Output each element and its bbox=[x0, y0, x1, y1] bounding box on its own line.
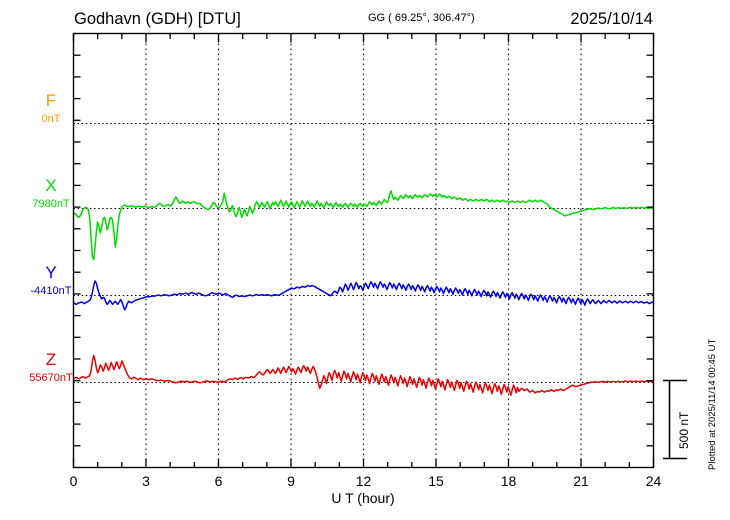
component-letter-x: X bbox=[45, 176, 56, 195]
scale-bar-label: 500 nT bbox=[677, 411, 691, 449]
trace-z bbox=[72, 354, 655, 397]
plot-frame bbox=[72, 32, 655, 469]
geographic-coordinates-label: GG ( 69.25°, 306.47°) bbox=[368, 12, 475, 24]
trace-x bbox=[72, 190, 655, 261]
component-baseline-value-z: 55670nT bbox=[29, 372, 73, 384]
x-tick-label-3: 3 bbox=[142, 473, 150, 489]
station-title: Godhavn (GDH) [DTU] bbox=[74, 10, 241, 28]
axis-ticks-layer bbox=[72, 33, 655, 468]
component-label-x: X 7980nT bbox=[32, 176, 70, 210]
plotted-at-stamp: Plotted at 2025/11/14 00:45 UT bbox=[707, 338, 718, 470]
component-letter-z: Z bbox=[46, 350, 56, 369]
x-tick-label-24: 24 bbox=[646, 473, 662, 489]
component-letter-y: Y bbox=[45, 263, 56, 282]
x-tick-label-12: 12 bbox=[356, 473, 372, 489]
x-axis-label: U T (hour) bbox=[331, 490, 394, 506]
x-tick-label-9: 9 bbox=[287, 473, 295, 489]
component-label-f: F 0nT bbox=[42, 91, 61, 125]
component-letter-f: F bbox=[46, 91, 56, 110]
scale-bar: 500 nT bbox=[663, 379, 691, 460]
trace-y bbox=[72, 280, 655, 311]
component-labels-group: F 0nT X 7980nT Y -4410nT Z 55670nT bbox=[29, 91, 73, 384]
observation-date: 2025/10/14 bbox=[570, 10, 653, 28]
x-tick-label-15: 15 bbox=[428, 473, 444, 489]
component-baseline-value-y: -4410nT bbox=[31, 285, 72, 297]
component-label-y: Y -4410nT bbox=[31, 263, 72, 297]
x-tick-label-21: 21 bbox=[573, 473, 589, 489]
x-tick-label-6: 6 bbox=[215, 473, 223, 489]
magnetogram-traces-layer bbox=[72, 190, 655, 397]
x-tick-label-18: 18 bbox=[501, 473, 517, 489]
component-baseline-value-x: 7980nT bbox=[32, 198, 70, 210]
x-tick-labels-group: 0 3 6 9 12 15 18 21 24 bbox=[70, 473, 662, 489]
component-label-z: Z 55670nT bbox=[29, 350, 73, 384]
component-baseline-value-f: 0nT bbox=[42, 113, 61, 125]
x-tick-label-0: 0 bbox=[70, 473, 78, 489]
